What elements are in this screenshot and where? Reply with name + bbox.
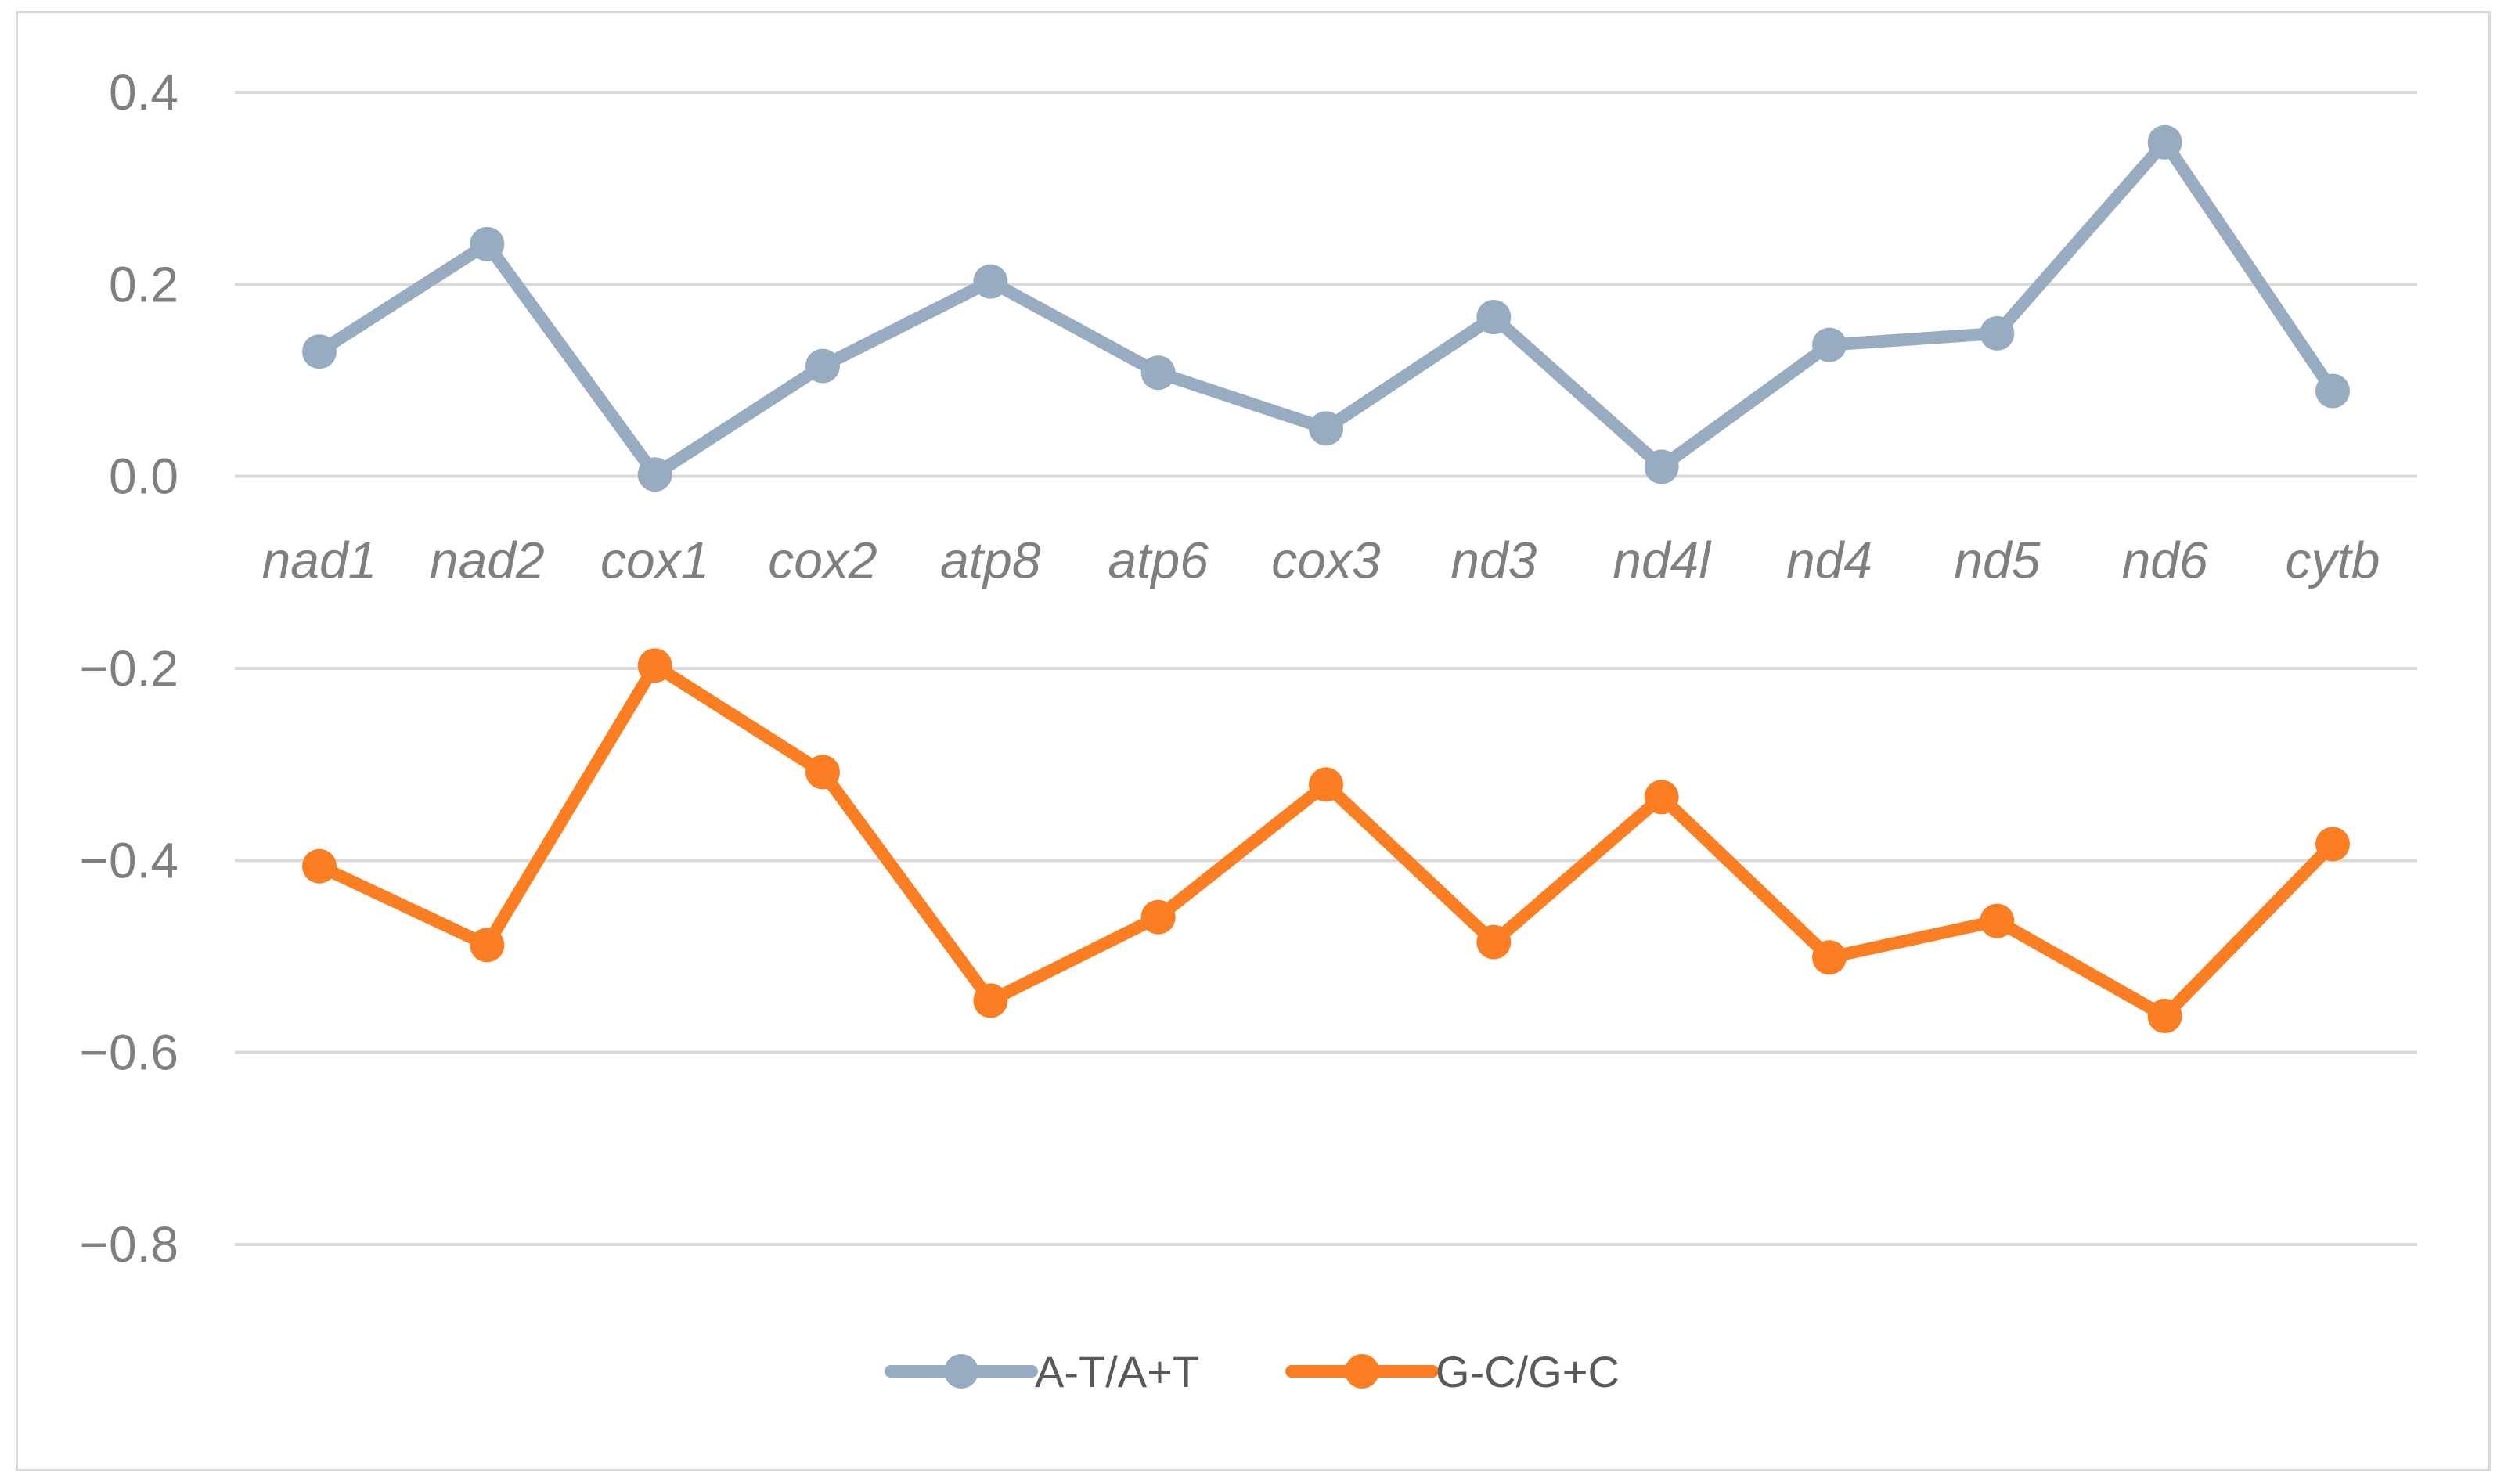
gridlines <box>235 91 2417 1246</box>
category-label: nad1 <box>262 531 377 589</box>
data-point <box>302 334 337 369</box>
data-point <box>1476 300 1512 335</box>
data-point <box>973 983 1008 1018</box>
legend-label: G-C/G+C <box>1436 1347 1620 1396</box>
data-point <box>1980 315 2015 351</box>
category-label: cox1 <box>600 531 709 589</box>
category-label: nad2 <box>430 531 545 589</box>
data-point <box>1140 355 1176 391</box>
series-2 <box>302 648 2350 1034</box>
data-point <box>2315 373 2350 409</box>
y-tick-label: −0.4 <box>80 832 178 888</box>
legend: A-T/A+T G-C/G+C <box>885 1347 1620 1396</box>
data-point <box>805 755 840 790</box>
category-label: cox2 <box>768 531 877 589</box>
y-tick-label: −0.6 <box>80 1025 178 1081</box>
data-point <box>2147 999 2182 1034</box>
y-tick-label: 0.2 <box>109 256 178 312</box>
category-label: nd5 <box>1954 531 2040 589</box>
data-point <box>1309 411 1343 446</box>
legend-entry: A-T/A+T <box>885 1347 1199 1396</box>
series-line <box>313 659 2339 1023</box>
data-point <box>1309 767 1343 802</box>
legend-marker <box>944 1354 978 1389</box>
data-point <box>637 457 672 492</box>
data-point <box>470 226 505 261</box>
category-label: nd4 <box>1786 531 1872 589</box>
y-tick-label: 0.0 <box>109 448 178 505</box>
category-label: nd6 <box>2122 531 2208 589</box>
data-point <box>1980 903 2015 938</box>
y-tick-label: 0.4 <box>109 64 178 121</box>
data-point <box>1812 940 1847 975</box>
data-point <box>973 264 1008 299</box>
y-axis-ticks: 0.4 0.2 0.0 −0.2 −0.4 −0.6 −0.8 <box>80 64 178 1273</box>
data-point <box>637 648 672 683</box>
data-point <box>470 928 505 963</box>
category-label: nd4l <box>1613 531 1712 589</box>
category-label: nd3 <box>1450 531 1537 589</box>
legend-entry: G-C/G+C <box>1285 1347 1620 1396</box>
category-label: atp6 <box>1108 531 1209 589</box>
data-point <box>1140 899 1176 935</box>
legend-marker <box>1345 1354 1379 1389</box>
data-point <box>302 848 337 884</box>
category-labels: nad1 nad2 cox1 cox2 atp8 atp6 cox3 nd3 nd4l nd4 nd… <box>262 531 2380 589</box>
data-point <box>805 348 840 384</box>
data-point <box>1644 449 1679 484</box>
data-point <box>2147 124 2182 160</box>
category-label: atp8 <box>940 531 1041 589</box>
series-layer <box>302 124 2350 1034</box>
chart-frame <box>16 11 2491 1471</box>
data-point <box>2315 827 2350 862</box>
legend-label: A-T/A+T <box>1035 1347 1199 1396</box>
series-1 <box>302 124 2350 492</box>
category-label: cytb <box>2285 531 2380 589</box>
category-label: cox3 <box>1271 531 1381 589</box>
data-point <box>1812 327 1847 362</box>
data-point <box>1644 780 1679 815</box>
data-point <box>1476 924 1512 960</box>
y-tick-label: −0.8 <box>80 1216 178 1273</box>
y-tick-label: −0.2 <box>80 640 178 697</box>
